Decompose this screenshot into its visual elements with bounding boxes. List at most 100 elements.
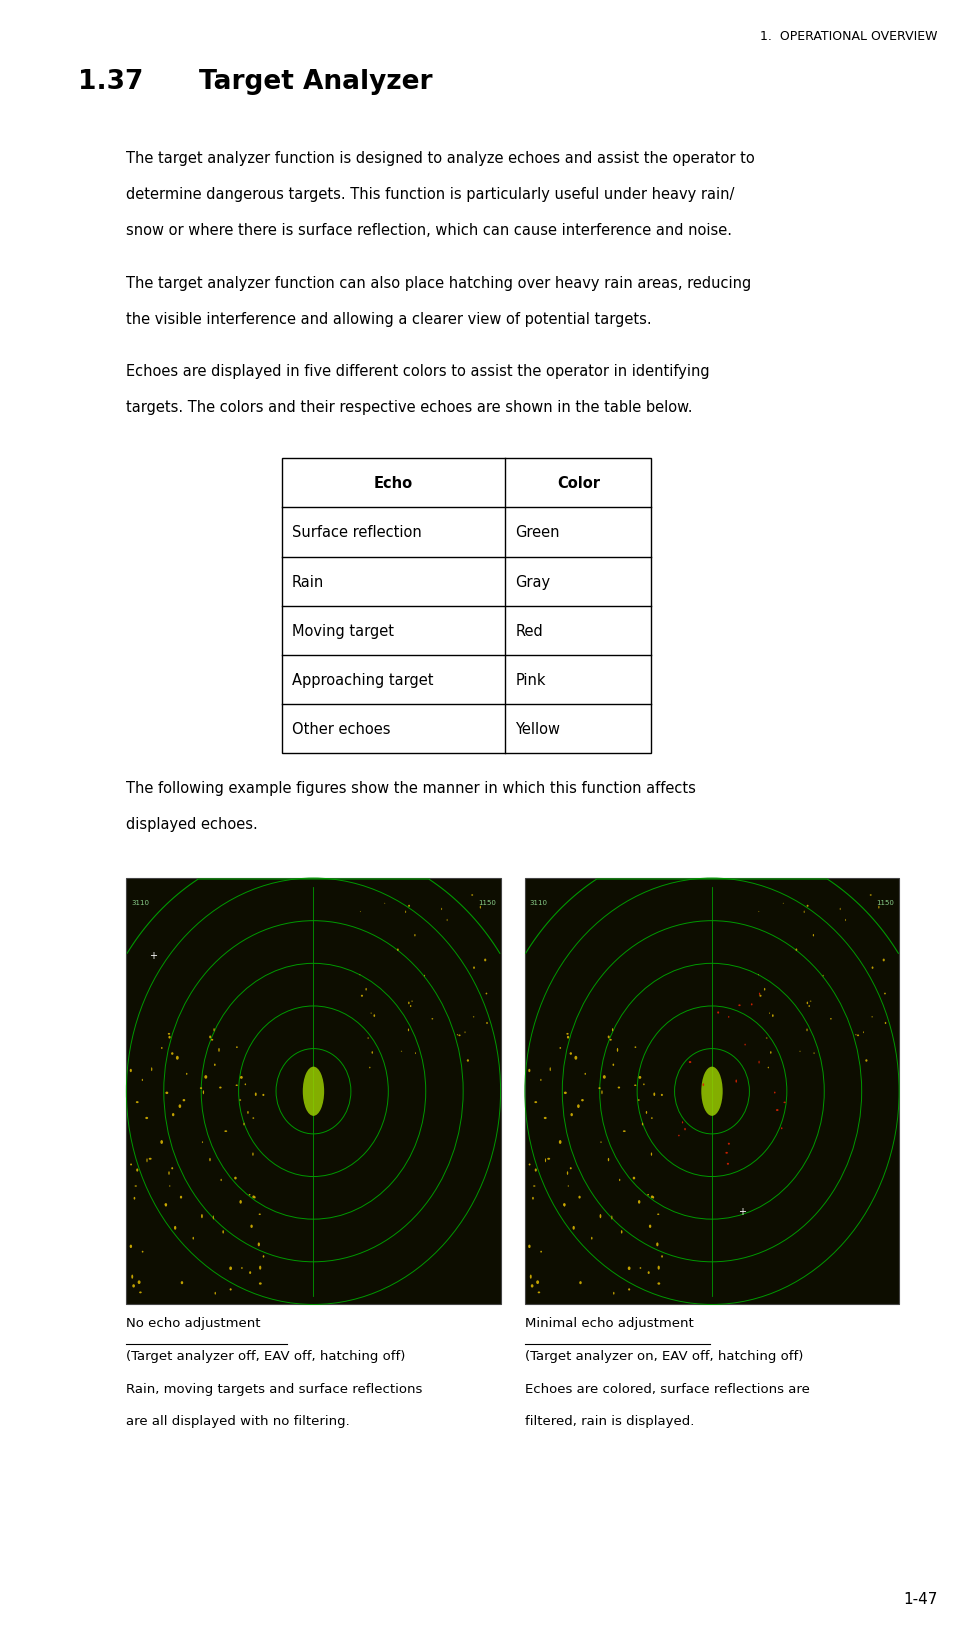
Ellipse shape <box>652 1196 654 1198</box>
Ellipse shape <box>608 1036 609 1039</box>
Bar <box>126 879 501 1305</box>
Text: (Target analyzer on, EAV off, hatching off): (Target analyzer on, EAV off, hatching o… <box>525 1349 803 1362</box>
Text: Approaching target: Approaching target <box>292 672 434 688</box>
Ellipse shape <box>728 1016 729 1018</box>
Ellipse shape <box>813 934 815 938</box>
Ellipse shape <box>414 934 416 938</box>
Ellipse shape <box>168 1172 170 1175</box>
Ellipse shape <box>579 1282 581 1285</box>
Ellipse shape <box>480 906 481 910</box>
Text: determine dangerous targets. This function is particularly useful under heavy ra: determine dangerous targets. This functi… <box>126 187 735 202</box>
Ellipse shape <box>214 1029 215 1033</box>
Ellipse shape <box>225 1131 227 1133</box>
Text: 3110: 3110 <box>131 900 150 906</box>
Ellipse shape <box>200 1088 202 1090</box>
Ellipse shape <box>247 1111 249 1115</box>
Ellipse shape <box>408 905 410 908</box>
Text: targets. The colors and their respective echoes are shown in the table below.: targets. The colors and their respective… <box>126 400 693 415</box>
Text: the visible interference and allowing a clearer view of potential targets.: the visible interference and allowing a … <box>126 311 652 326</box>
Ellipse shape <box>885 1023 886 1024</box>
Ellipse shape <box>459 1034 461 1036</box>
Ellipse shape <box>253 1152 254 1155</box>
Ellipse shape <box>249 1272 251 1274</box>
Ellipse shape <box>408 1001 409 1005</box>
Ellipse shape <box>770 1052 772 1054</box>
Ellipse shape <box>612 1064 614 1067</box>
Ellipse shape <box>129 1246 132 1249</box>
Ellipse shape <box>764 988 765 992</box>
Ellipse shape <box>245 1083 246 1085</box>
Ellipse shape <box>613 1292 614 1295</box>
Ellipse shape <box>201 1214 203 1218</box>
Ellipse shape <box>745 1044 746 1046</box>
Ellipse shape <box>661 1095 663 1096</box>
Ellipse shape <box>883 959 885 962</box>
Ellipse shape <box>179 1105 181 1108</box>
Ellipse shape <box>530 1275 532 1278</box>
Ellipse shape <box>872 967 874 969</box>
Ellipse shape <box>725 1152 728 1154</box>
Ellipse shape <box>255 1093 257 1096</box>
Ellipse shape <box>168 1036 171 1039</box>
Ellipse shape <box>774 1092 776 1093</box>
Ellipse shape <box>240 1077 243 1078</box>
Ellipse shape <box>656 1242 658 1247</box>
Ellipse shape <box>540 1251 542 1252</box>
Ellipse shape <box>535 1101 538 1103</box>
Ellipse shape <box>254 1196 256 1198</box>
Bar <box>525 879 899 1305</box>
Ellipse shape <box>142 1078 143 1082</box>
Ellipse shape <box>234 1177 237 1180</box>
Ellipse shape <box>149 1159 152 1160</box>
Ellipse shape <box>484 959 486 962</box>
Ellipse shape <box>643 1083 644 1085</box>
Ellipse shape <box>728 1142 730 1146</box>
Text: +: + <box>149 951 156 960</box>
Ellipse shape <box>204 1075 207 1078</box>
Text: Gray: Gray <box>515 574 550 590</box>
Ellipse shape <box>192 1237 194 1239</box>
Ellipse shape <box>174 1226 176 1229</box>
Ellipse shape <box>751 1003 752 1006</box>
Ellipse shape <box>645 1111 647 1115</box>
Ellipse shape <box>567 1036 570 1039</box>
Ellipse shape <box>739 1005 741 1006</box>
Ellipse shape <box>528 1069 531 1072</box>
Ellipse shape <box>538 1292 540 1293</box>
Ellipse shape <box>160 1141 163 1144</box>
Ellipse shape <box>211 1039 213 1041</box>
Ellipse shape <box>879 906 880 910</box>
Text: The target analyzer function can also place hatching over heavy rain areas, redu: The target analyzer function can also pl… <box>126 275 751 290</box>
Ellipse shape <box>809 1005 810 1008</box>
Ellipse shape <box>373 1015 375 1018</box>
Ellipse shape <box>543 1118 546 1119</box>
Ellipse shape <box>229 1288 231 1292</box>
Text: Red: Red <box>515 623 543 639</box>
Ellipse shape <box>145 1118 148 1119</box>
Ellipse shape <box>657 1283 660 1285</box>
Text: 1150: 1150 <box>877 900 894 906</box>
Ellipse shape <box>186 1074 188 1075</box>
Text: Surface reflection: Surface reflection <box>292 524 421 541</box>
Ellipse shape <box>142 1251 144 1252</box>
Ellipse shape <box>532 1196 534 1200</box>
Ellipse shape <box>759 995 761 997</box>
Ellipse shape <box>219 1049 220 1052</box>
Ellipse shape <box>136 1169 138 1172</box>
Text: +: + <box>738 1206 746 1216</box>
Text: (Target analyzer off, EAV off, hatching off): (Target analyzer off, EAV off, hatching … <box>126 1349 405 1362</box>
Ellipse shape <box>602 1090 603 1095</box>
Ellipse shape <box>203 1090 204 1095</box>
Ellipse shape <box>560 1047 561 1049</box>
Ellipse shape <box>564 1205 566 1206</box>
Ellipse shape <box>138 1280 141 1285</box>
Ellipse shape <box>822 975 823 977</box>
Text: Rain: Rain <box>292 574 324 590</box>
Ellipse shape <box>807 1001 808 1005</box>
Ellipse shape <box>531 1285 534 1288</box>
Text: 3110: 3110 <box>530 900 548 906</box>
Text: Rain, moving targets and surface reflections: Rain, moving targets and surface reflect… <box>126 1382 423 1395</box>
Ellipse shape <box>781 1128 782 1129</box>
Text: 1.37: 1.37 <box>78 69 143 95</box>
Ellipse shape <box>259 1283 261 1285</box>
